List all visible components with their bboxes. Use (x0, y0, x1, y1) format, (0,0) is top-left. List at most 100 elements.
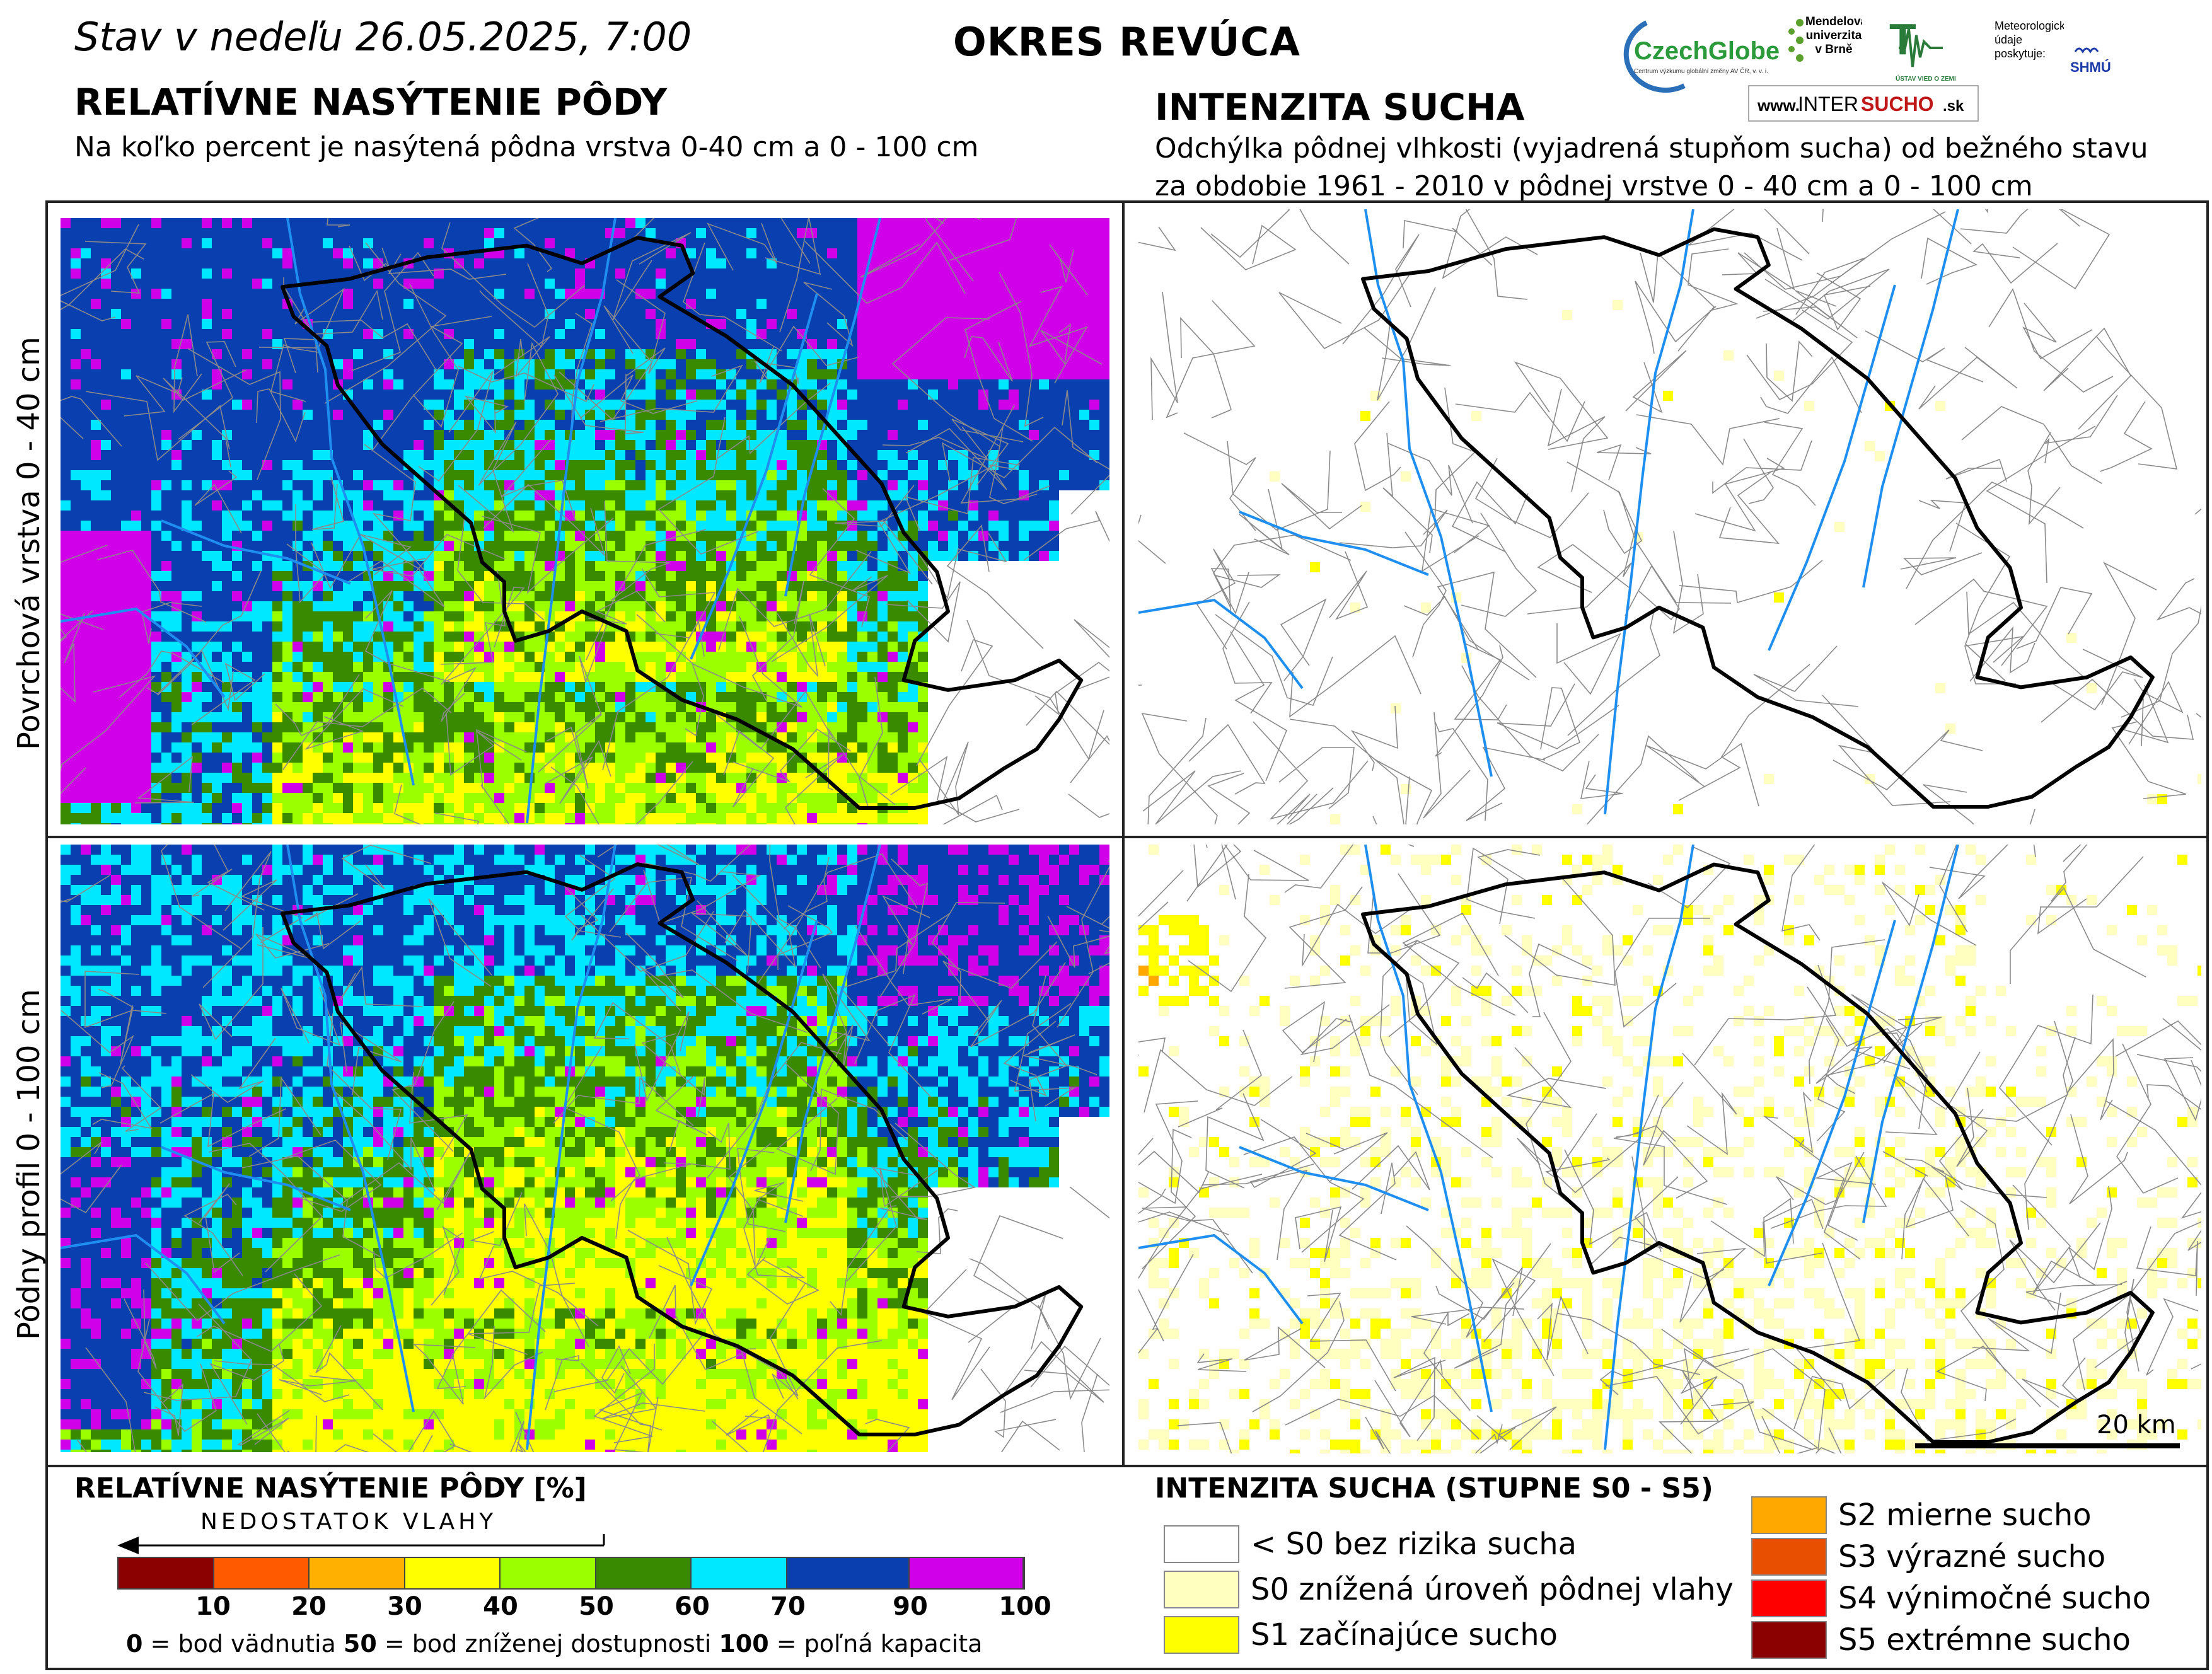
municipality-boundary (1680, 1348, 1750, 1425)
municipality-boundary (1763, 1198, 1823, 1264)
river (161, 1146, 351, 1211)
municipality-boundary (581, 911, 714, 972)
municipality-boundary (1342, 234, 1420, 345)
municipality-boundary (1814, 1162, 1877, 1241)
colorbar-tick: 60 (675, 1592, 710, 1621)
municipality-boundary (1289, 719, 1410, 824)
municipality-boundary (840, 913, 951, 1046)
municipality-boundary (1718, 470, 1780, 544)
municipality-boundary (275, 674, 360, 737)
municipality-boundary (1253, 721, 1369, 820)
municipality-boundary (1423, 712, 1471, 819)
municipality-boundary (655, 1075, 708, 1152)
municipality-boundary (860, 218, 981, 278)
municipality-boundary (1138, 1037, 1166, 1056)
municipality-boundary (1374, 1359, 1443, 1438)
municipality-boundary (434, 812, 479, 824)
drought-raster (1138, 845, 2201, 1453)
municipality-boundary (1796, 1242, 1861, 1402)
municipality-boundary (1138, 1254, 1194, 1354)
municipality-boundary (2044, 395, 2118, 464)
municipality-boundary (1138, 1138, 1209, 1194)
municipality-boundary (1230, 631, 1288, 782)
drought-legend-swatch (1751, 1496, 1827, 1534)
municipality-boundary (1807, 986, 1928, 1129)
municipality-boundary (1411, 1307, 1525, 1325)
municipality-boundary (2010, 887, 2146, 984)
municipality-boundary (1352, 1145, 1430, 1191)
municipality-boundary (2033, 845, 2036, 858)
municipality-boundary (1901, 1368, 2017, 1441)
municipality-boundary (598, 1392, 663, 1452)
municipality-boundary (1442, 209, 1538, 279)
municipality-boundary (479, 263, 549, 348)
municipality-boundary (1744, 211, 1946, 290)
municipality-boundary (159, 1092, 287, 1148)
municipality-boundary (2111, 721, 2187, 799)
river (1862, 209, 1959, 588)
municipality-boundary (1295, 1206, 1342, 1262)
municipality-boundary (882, 426, 988, 459)
municipality-boundary (476, 729, 527, 824)
municipality-boundary (604, 500, 670, 601)
municipality-boundary (746, 1257, 819, 1305)
river (161, 519, 351, 585)
municipality-boundary (784, 754, 843, 824)
municipality-boundary (1038, 1305, 1101, 1400)
municipality-boundary (597, 845, 700, 865)
municipality-boundary (1722, 228, 1795, 291)
municipality-boundary (1816, 272, 1871, 331)
municipality-boundary (199, 927, 263, 1041)
municipality-boundary (553, 1333, 704, 1392)
municipality-boundary (364, 444, 426, 572)
municipality-boundary (464, 395, 509, 434)
saturation-raster (61, 218, 1109, 824)
drought-legend-label: < S0 bez rizika sucha (1251, 1527, 1577, 1562)
municipality-boundary (1514, 361, 1609, 450)
municipality-boundary (2116, 1043, 2179, 1194)
municipality-boundary (98, 989, 134, 1065)
municipality-boundary (1964, 635, 2025, 684)
municipality-boundary (1404, 531, 1447, 658)
municipality-boundary (1504, 878, 1616, 986)
drought-legend-label: S2 mierne sucho (1838, 1498, 2092, 1533)
colorbar-class (596, 1558, 692, 1588)
municipality-boundary (1762, 1407, 1819, 1453)
municipality-boundary (2041, 678, 2194, 740)
municipality-boundary (968, 1215, 1063, 1343)
municipality-boundary (923, 1269, 990, 1400)
municipality-boundary (1454, 642, 1507, 720)
municipality-boundary (1455, 391, 1585, 442)
saturation-raster (61, 845, 1109, 1452)
municipality-boundary (1026, 690, 1109, 783)
municipality-boundary (1138, 514, 1166, 564)
svg-text:INTER: INTER (1798, 93, 1858, 115)
municipality-boundary (949, 218, 1017, 261)
municipality-boundary (588, 591, 666, 625)
municipality-boundary (1537, 1295, 1589, 1361)
municipality-boundary (1178, 1029, 1262, 1128)
municipality-boundary (1049, 244, 1088, 296)
municipality-boundary (969, 1258, 1047, 1350)
municipality-boundary (752, 580, 804, 701)
drought-title: INTENZITA SUCHA (1155, 86, 1525, 129)
river (61, 607, 226, 698)
municipality-boundary (441, 222, 585, 328)
municipality-boundary (77, 1347, 136, 1452)
river (1768, 920, 1896, 1286)
municipality-boundary (1557, 1313, 1701, 1375)
municipality-boundary (1972, 243, 2058, 284)
municipality-boundary (311, 476, 344, 530)
municipality-boundary (281, 986, 341, 1046)
municipality-boundary (834, 485, 933, 585)
municipality-boundary (1000, 1420, 1060, 1452)
municipality-boundary (2196, 713, 2201, 719)
municipality-boundary (97, 550, 207, 623)
municipality-boundary (625, 932, 684, 1012)
municipality-boundary (1798, 1139, 1861, 1260)
municipality-boundary (946, 524, 1044, 649)
municipality-boundary (1350, 705, 1398, 771)
municipality-boundary (1142, 1128, 1196, 1269)
river (286, 218, 415, 786)
municipality-boundary (1688, 248, 1739, 311)
